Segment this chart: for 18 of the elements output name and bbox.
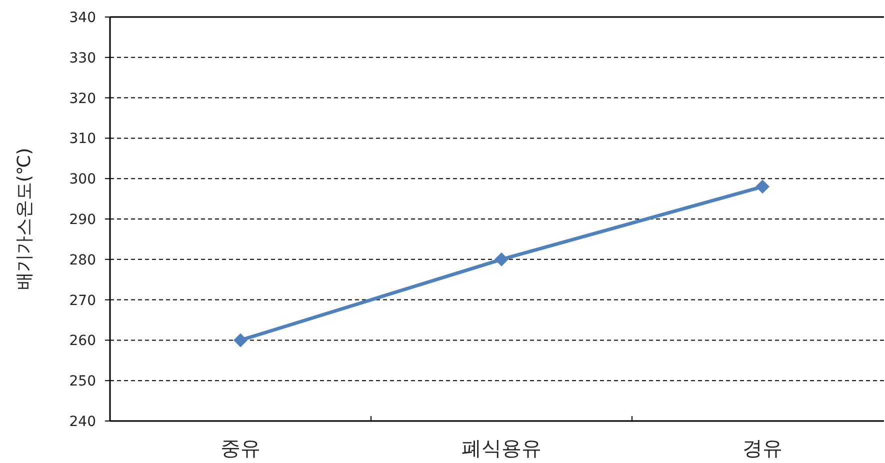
- x-tick-label: 폐식용유: [462, 436, 542, 460]
- y-tick-label: 270: [69, 292, 96, 309]
- y-axis-title: 배기가스온도(℃): [14, 148, 35, 290]
- y-tick-label: 250: [69, 374, 96, 390]
- point: [234, 333, 248, 348]
- x-tick-label: 경유: [742, 436, 782, 460]
- y-tick-label: 290: [69, 212, 96, 228]
- y-tick-label: 260: [69, 333, 96, 350]
- y-tick-label: 340: [69, 10, 96, 26]
- point: [756, 180, 770, 194]
- point: [494, 252, 508, 266]
- x-tick-label: 중유: [220, 436, 260, 460]
- y-tick-label: 310: [69, 131, 96, 148]
- y-tick-label: 280: [69, 252, 96, 268]
- y-tick-label: 300: [69, 172, 96, 188]
- y-tick-label: 320: [69, 90, 96, 107]
- y-tick-label: 330: [69, 50, 96, 66]
- y-tick-label: 240: [69, 414, 96, 430]
